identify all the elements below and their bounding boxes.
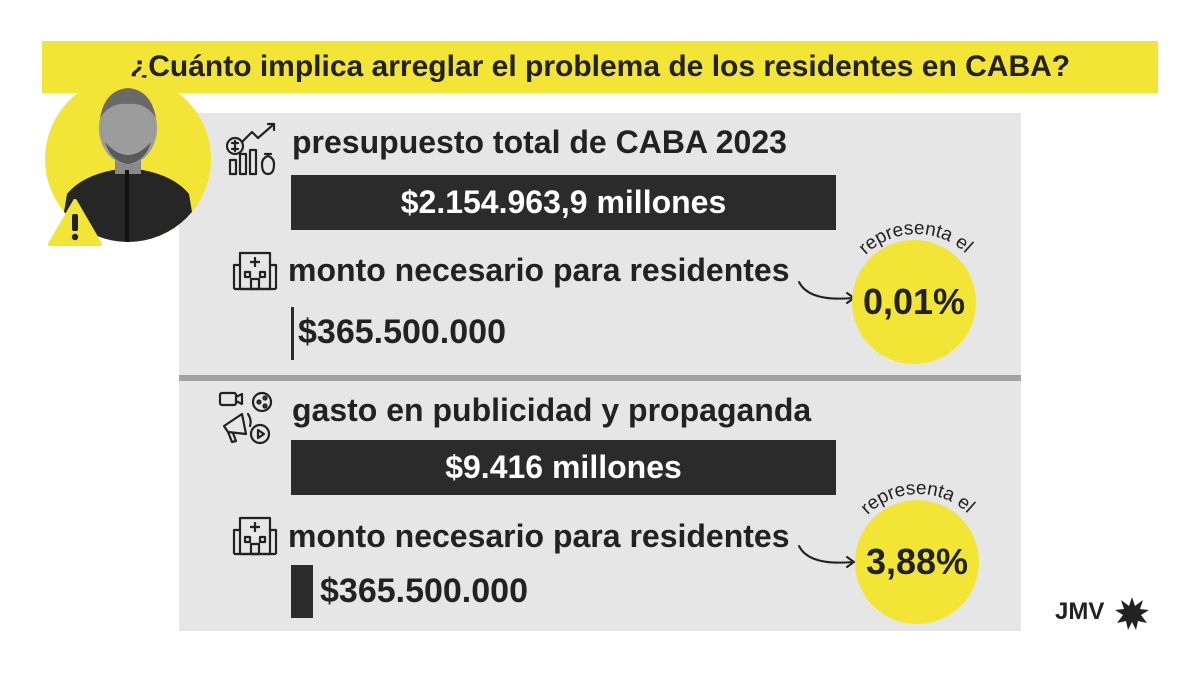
section-divider <box>179 375 1021 381</box>
starburst-icon <box>1114 596 1150 632</box>
needed-amount-bar <box>291 307 294 360</box>
share-caption: representa el <box>830 196 1000 286</box>
share-badge: 3,88% <box>855 500 979 624</box>
advertising-total-bar: $9.416 millones <box>291 440 836 495</box>
hospital-icon <box>232 247 278 293</box>
portrait-avatar <box>45 76 211 242</box>
budget-label: presupuesto total de CABA 2023 <box>292 124 787 160</box>
needed-amount-bar <box>291 565 313 618</box>
advertising-label: gasto en publicidad y propaganda <box>292 392 812 428</box>
share-caption: representa el <box>832 456 1002 546</box>
needed-value: $365.500.000 <box>298 313 506 351</box>
hospital-icon <box>232 512 278 558</box>
needed-value: $365.500.000 <box>320 572 528 610</box>
svg-text:representa el: representa el <box>855 218 977 259</box>
needed-label: monto necesario para residentes <box>288 518 790 554</box>
share-percent: 0,01% <box>862 281 966 322</box>
brand-logo: JMV <box>1055 598 1105 625</box>
advertising-megaphone-icon <box>214 390 278 448</box>
needed-label: monto necesario para residentes <box>288 252 790 288</box>
share-percent: 3,88% <box>865 541 969 582</box>
arrow-connector <box>795 540 865 576</box>
budget-growth-icon <box>224 120 282 178</box>
advertising-total-value: $9.416 millones <box>445 449 682 485</box>
budget-total-value: $2.154.963,9 millones <box>400 184 727 220</box>
share-badge: 0,01% <box>852 240 976 364</box>
svg-text:representa el: representa el <box>857 478 979 519</box>
warning-icon <box>47 198 103 248</box>
page-title: ¿Cuánto implica arreglar el problema de … <box>42 41 1158 93</box>
budget-total-bar: $2.154.963,9 millones <box>291 175 836 230</box>
